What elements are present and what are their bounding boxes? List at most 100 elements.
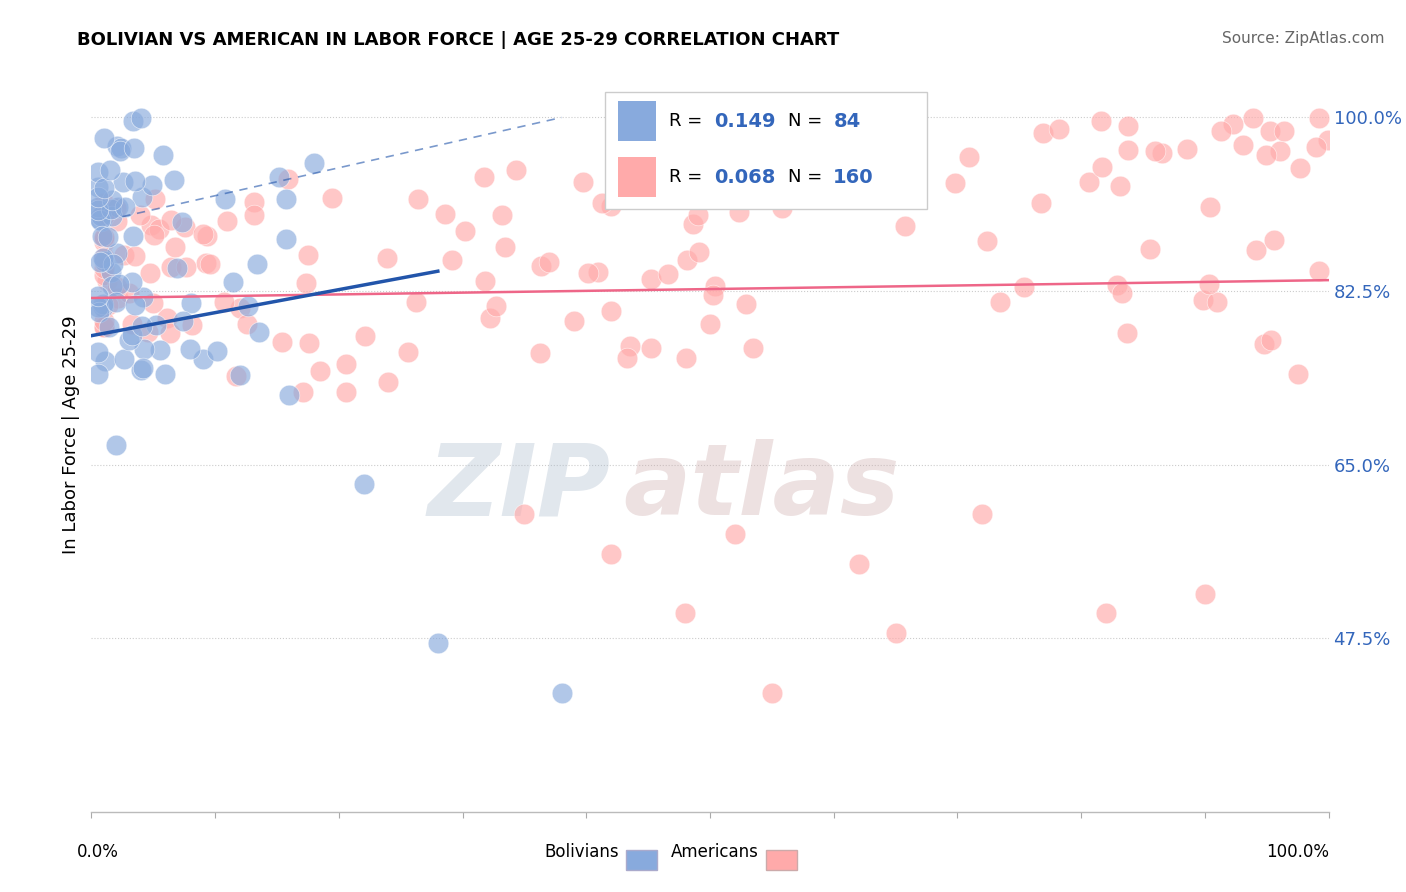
Point xyxy=(122,140,145,154)
Point xyxy=(215,214,238,228)
Point xyxy=(724,527,747,541)
Point xyxy=(673,607,696,621)
Point xyxy=(93,314,115,328)
Point xyxy=(93,196,115,211)
Point xyxy=(761,686,783,700)
Point xyxy=(1192,293,1215,308)
Point xyxy=(1150,146,1173,161)
Point xyxy=(179,342,201,356)
Point xyxy=(139,218,162,232)
Point xyxy=(145,318,167,333)
Point xyxy=(236,317,259,331)
Point xyxy=(1194,586,1216,600)
Point xyxy=(353,477,375,491)
Point xyxy=(149,343,172,357)
Point xyxy=(163,173,186,187)
Point xyxy=(405,295,427,310)
Point xyxy=(93,250,115,264)
Point xyxy=(1115,326,1137,341)
Point xyxy=(93,235,115,249)
Point xyxy=(114,200,136,214)
Point xyxy=(513,507,536,521)
Point xyxy=(1206,295,1229,310)
Point xyxy=(377,376,399,390)
Point xyxy=(735,297,758,311)
Point xyxy=(576,266,599,280)
Point xyxy=(214,192,236,206)
Point xyxy=(181,318,204,332)
Point xyxy=(278,388,301,402)
Point xyxy=(87,305,110,319)
Point xyxy=(491,208,513,222)
Point xyxy=(86,203,108,218)
Point xyxy=(702,288,724,302)
Point xyxy=(174,219,197,234)
Point xyxy=(1111,285,1133,300)
Point xyxy=(93,210,115,224)
Point xyxy=(100,202,122,217)
Point xyxy=(270,335,292,350)
Point xyxy=(242,208,264,222)
Point xyxy=(894,219,917,233)
Point xyxy=(121,229,143,244)
Point xyxy=(976,234,998,248)
Point xyxy=(1244,243,1267,257)
Point xyxy=(156,310,179,325)
Point xyxy=(728,204,751,219)
Point xyxy=(243,195,266,210)
Point xyxy=(198,257,221,271)
Point xyxy=(86,200,108,214)
Point xyxy=(124,298,146,312)
Point xyxy=(153,367,176,381)
Point xyxy=(212,294,235,309)
Point xyxy=(721,187,744,202)
Point xyxy=(121,317,143,331)
Point xyxy=(170,215,193,229)
Point xyxy=(86,300,108,314)
Point xyxy=(121,275,143,289)
Point xyxy=(675,351,697,365)
Point xyxy=(91,301,114,315)
Point xyxy=(89,255,111,269)
Point xyxy=(398,344,420,359)
Point xyxy=(93,354,115,368)
Point xyxy=(1090,160,1112,174)
Text: 0.0%: 0.0% xyxy=(77,843,120,861)
Point xyxy=(121,327,143,342)
Point xyxy=(112,248,135,262)
Point xyxy=(1263,233,1285,247)
Point xyxy=(105,213,128,227)
Point xyxy=(699,317,721,331)
Point xyxy=(86,289,108,303)
Point xyxy=(408,192,430,206)
Point xyxy=(1317,133,1340,147)
Point xyxy=(1308,112,1330,126)
Point xyxy=(103,257,125,271)
Point xyxy=(105,245,128,260)
Point xyxy=(93,319,115,334)
Point xyxy=(1014,279,1036,293)
Point xyxy=(1270,144,1292,158)
Point xyxy=(131,363,153,377)
Point xyxy=(1260,333,1282,347)
Point xyxy=(229,368,252,383)
Point xyxy=(276,232,298,246)
Point xyxy=(957,150,980,164)
Point xyxy=(100,278,122,293)
Point xyxy=(586,265,609,279)
Point xyxy=(139,266,162,280)
Point xyxy=(335,384,357,399)
Point xyxy=(225,369,247,384)
Point xyxy=(302,156,325,170)
Point xyxy=(86,367,108,381)
Point xyxy=(1108,179,1130,194)
Point xyxy=(195,229,218,244)
Point xyxy=(205,344,228,359)
Point xyxy=(93,180,115,194)
Point xyxy=(100,265,122,279)
Point xyxy=(93,254,115,268)
Point xyxy=(1286,367,1309,381)
Point xyxy=(90,214,112,228)
Point xyxy=(105,438,128,452)
Point xyxy=(1118,143,1140,157)
